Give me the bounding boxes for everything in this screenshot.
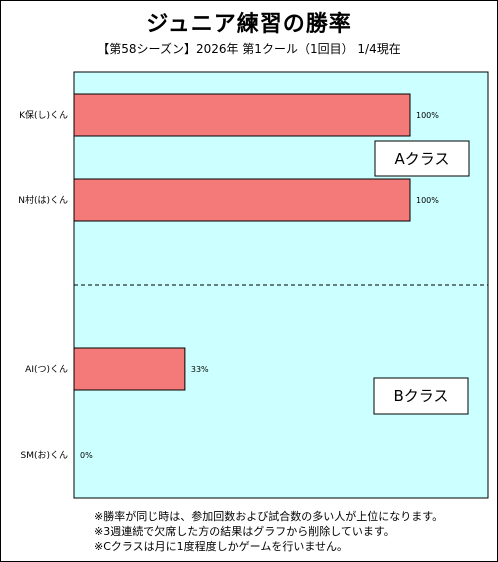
bar bbox=[73, 93, 411, 137]
bar bbox=[73, 347, 186, 391]
footnote: ※Cクラスは月に1度程度しかゲームを行いません。 bbox=[94, 540, 349, 553]
value-label: 0% bbox=[80, 451, 93, 460]
group-label-box-b: Bクラス bbox=[373, 377, 469, 415]
category-label: AI(つ)くん bbox=[25, 364, 68, 375]
bar bbox=[73, 178, 411, 222]
footnote: ※勝率が同じ時は、参加回数および試合数の多い人が上位になります。 bbox=[94, 510, 444, 523]
group-box-b bbox=[373, 377, 469, 415]
category-label: N村(は)くん bbox=[18, 194, 68, 206]
value-label: 100% bbox=[416, 196, 439, 205]
bars bbox=[73, 93, 411, 391]
group-box-a bbox=[374, 140, 470, 177]
group-label-a: Aクラス bbox=[395, 150, 450, 168]
footnotes: ※勝率が同じ時は、参加回数および試合数の多い人が上位になります。 ※3週連続で欠… bbox=[94, 509, 443, 554]
chart-title: ジュニア練習の勝率 bbox=[146, 12, 352, 37]
group-label-b: Bクラス bbox=[394, 387, 449, 405]
chart-subtitle: 【第58シーズン】2026年 第1クール（1回目） 1/4現在 bbox=[97, 42, 401, 56]
value-label: 100% bbox=[416, 111, 439, 120]
category-label: K保(し)くん bbox=[19, 109, 68, 121]
value-label: 33% bbox=[191, 365, 209, 374]
footnote: ※3週連続で欠席した方の結果はグラフから削除しています。 bbox=[94, 525, 395, 538]
group-label-box-a: Aクラス bbox=[374, 140, 470, 177]
category-label: SM(お)くん bbox=[20, 450, 68, 461]
category-labels: K保(し)くん N村(は)くん AI(つ)くん SM(お)くん bbox=[18, 109, 68, 461]
value-labels: 100% 100% 33% 0% bbox=[80, 111, 439, 460]
